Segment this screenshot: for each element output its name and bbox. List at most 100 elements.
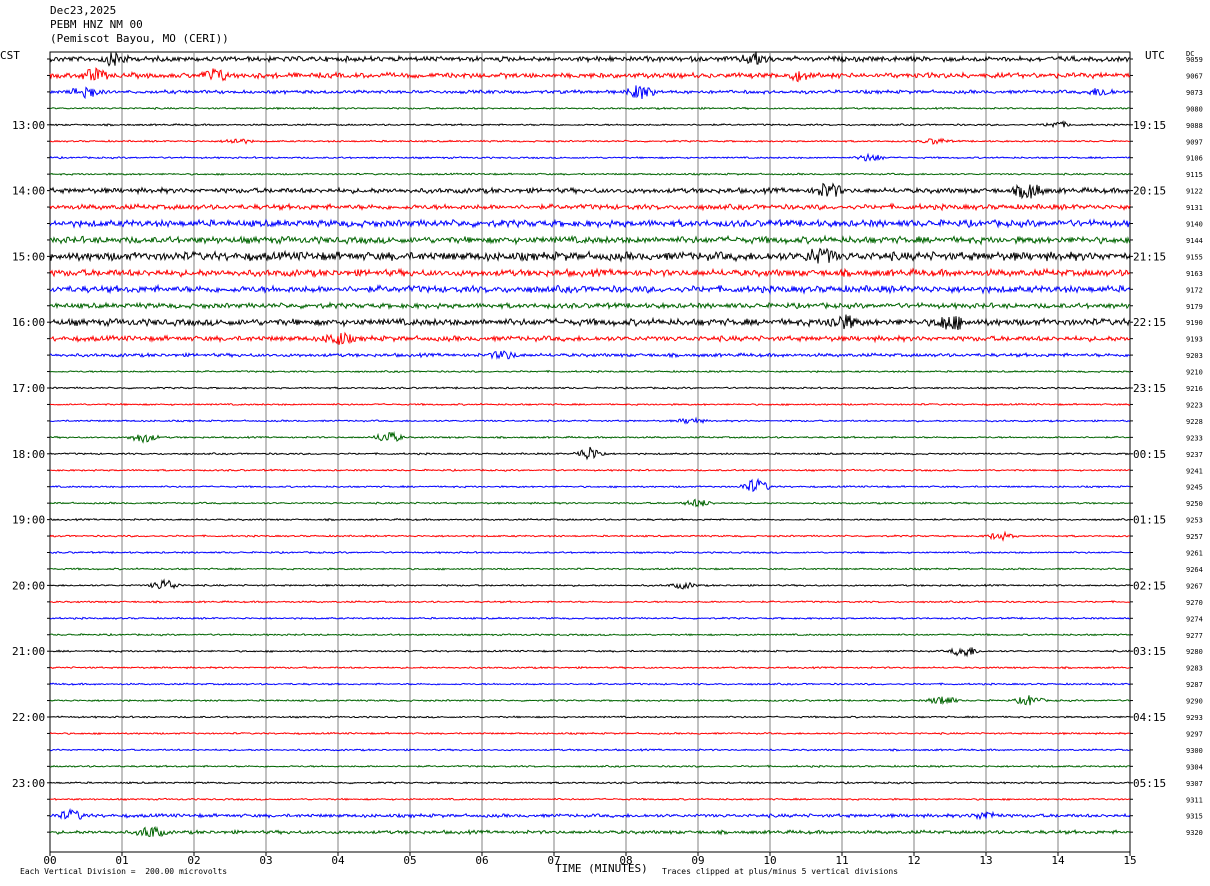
trace-line [49,764,1131,768]
x-tick-label: 07 [547,854,560,867]
trace-line [49,182,1131,200]
trace-line [49,550,1131,555]
trace-line [49,616,1131,621]
trace-count-label: 9253 [1186,517,1203,525]
trace-count-label: 9287 [1186,681,1203,689]
cst-hour-label: 18:00 [12,448,45,461]
utc-hour-label: 19:15 [1133,119,1166,132]
trace-count-label: 9257 [1186,533,1203,541]
x-tick-label: 03 [259,854,272,867]
trace-count-label: 9140 [1186,221,1203,229]
trace-line [49,416,1131,425]
x-tick-label: 13 [979,854,992,867]
x-tick-label: 01 [115,854,128,867]
x-tick-label: 00 [43,854,56,867]
trace-line [50,446,1131,461]
trace-count-label: 9283 [1186,665,1203,673]
trace-line [49,386,1131,390]
trace-count-label: 9264 [1186,566,1203,574]
trace-count-label: 9097 [1186,138,1203,146]
trace-line [49,120,1131,129]
x-tick-label: 09 [691,854,704,867]
trace-count-label: 9320 [1186,829,1203,837]
trace-count-label: 9073 [1186,89,1203,97]
trace-count-label: 9267 [1186,582,1203,590]
x-tick-label: 05 [403,854,416,867]
trace-count-label: 9315 [1186,813,1203,821]
x-tick-label: 11 [835,854,848,867]
trace-count-label: 9131 [1186,204,1203,212]
trace-count-label: 9307 [1186,780,1203,788]
station-location: (Pemiscot Bayou, MO (CERI)) [50,32,229,45]
cst-hour-label: 14:00 [12,185,45,198]
trace-line [49,715,1130,719]
trace-line [49,632,1131,637]
trace-count-label: 9241 [1186,467,1203,475]
trace-count-label: 9122 [1186,188,1203,196]
cst-hour-label: 17:00 [12,382,45,395]
utc-label: UTC [1145,49,1165,62]
trace-count-label: 9080 [1186,105,1203,113]
trace-line [49,234,1131,246]
plot-frame [49,51,1131,853]
trace-count-label: 9059 [1186,56,1203,64]
counts-header: DC [1186,50,1195,58]
utc-hour-label: 01:15 [1133,514,1166,527]
cst-label: CST [0,49,20,62]
trace-line [49,748,1131,752]
trace-line [49,152,1131,162]
trace-count-label: 9233 [1186,434,1203,442]
trace-line [49,85,1131,100]
utc-hour-label: 03:15 [1133,645,1166,658]
trace-line [49,731,1131,736]
trace-count-label: 9280 [1186,648,1203,656]
x-axis-title: TIME (MINUTES) [555,862,648,875]
x-tick-label: 06 [475,854,488,867]
x-tick-label: 14 [1051,854,1065,867]
trace-count-label: 9277 [1186,632,1203,640]
trace-line [49,477,1130,493]
cst-hour-label: 20:00 [12,579,45,592]
utc-hour-label: 21:15 [1133,250,1166,263]
trace-line [49,106,1131,111]
trace-line [49,682,1131,686]
trace-line [49,247,1131,264]
trace-line [49,498,1131,508]
cst-hour-label: 16:00 [12,316,45,329]
trace-count-label: 9228 [1186,418,1203,426]
cst-hour-label: 19:00 [12,514,45,527]
trace-count-label: 9203 [1186,352,1203,360]
trace-line [49,600,1131,604]
trace-count-label: 9163 [1186,270,1203,278]
trace-count-label: 9193 [1186,336,1203,344]
trace-count-label: 9106 [1186,155,1203,163]
trace-line [49,301,1131,311]
trace-count-label: 9290 [1186,698,1203,706]
trace-line [49,218,1131,229]
trace-line [49,695,1131,706]
trace-line [49,331,1131,345]
trace-line [49,267,1131,279]
trace-count-label: 9210 [1186,369,1203,377]
utc-hour-label: 02:15 [1133,579,1166,592]
trace-line [49,797,1131,801]
trace-line [49,350,1131,360]
trace-count-label: 9293 [1186,714,1203,722]
trace-count-label: 9270 [1186,599,1203,607]
trace-line [49,369,1131,374]
trace-line [49,578,1131,590]
trace-line [49,665,1131,670]
plot-date: Dec23,2025 [50,4,117,17]
station-code: PEBM HNZ NM 00 [50,18,143,31]
scale-note: Each Vertical Division = 200.00 microvol… [20,867,228,876]
trace-line [49,314,1131,331]
utc-hour-label: 00:15 [1133,448,1166,461]
trace-count-label: 9297 [1186,730,1203,738]
trace-line [49,402,1131,407]
trace-count-label: 9304 [1186,763,1203,771]
trace-count-label: 9274 [1186,615,1203,623]
trace-line [50,567,1131,571]
trace-count-label: 9261 [1186,550,1203,558]
trace-count-label: 9172 [1186,286,1203,294]
